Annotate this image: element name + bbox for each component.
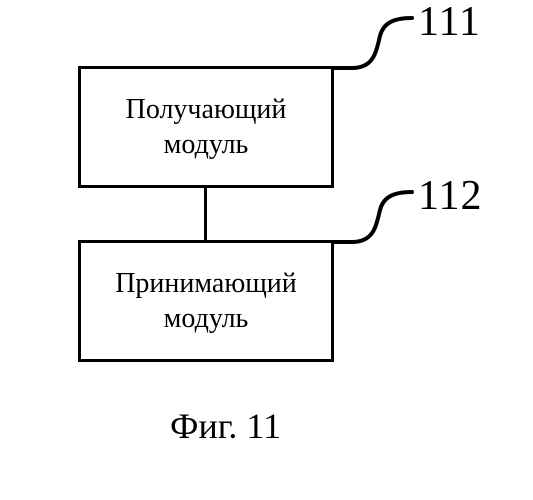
ref-label-111: 111: [418, 0, 481, 46]
edge-box1-box2: [204, 188, 207, 240]
node-label-line1: Принимающий: [115, 266, 297, 301]
ref-label-112: 112: [418, 172, 482, 220]
diagram-canvas: Получающий модуль 111 Принимающий модуль…: [0, 0, 533, 500]
node-label-line2: модуль: [164, 301, 249, 336]
node-label-line2: модуль: [164, 127, 249, 162]
node-receiving-module: Получающий модуль: [78, 66, 334, 188]
node-label-line1: Получающий: [126, 92, 287, 127]
lead-line-112: [334, 186, 424, 246]
figure-caption: Фиг. 11: [170, 405, 281, 447]
lead-line-111: [334, 12, 424, 72]
node-accepting-module: Принимающий модуль: [78, 240, 334, 362]
